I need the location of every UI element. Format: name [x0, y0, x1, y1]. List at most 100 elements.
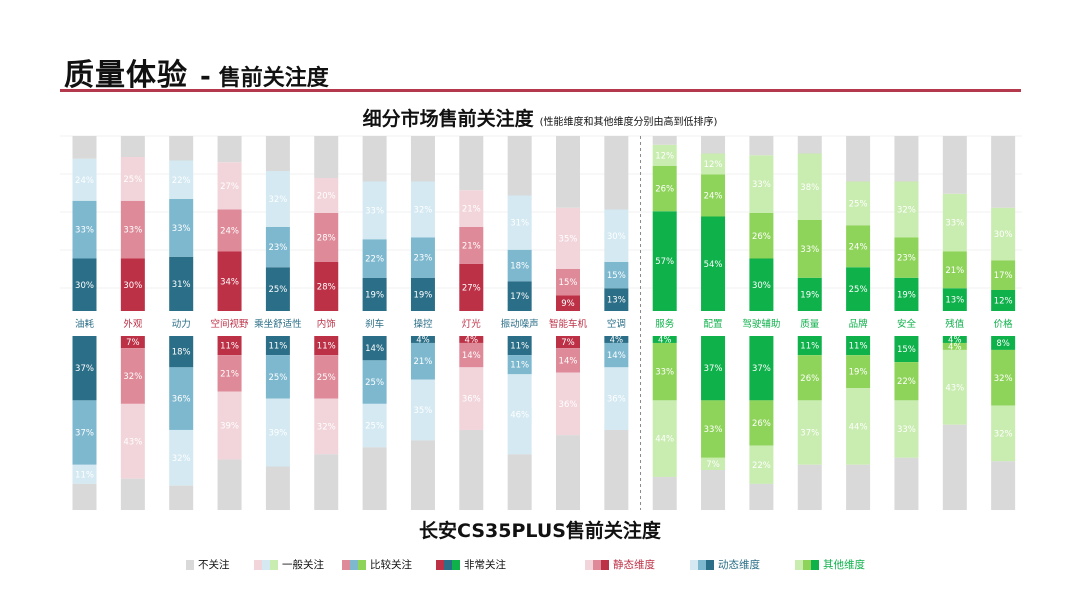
data-label: 33%	[752, 180, 771, 190]
data-label: 21%	[462, 241, 481, 251]
data-label: 26%	[752, 419, 771, 429]
data-label: 25%	[268, 373, 287, 383]
chart-title-note: (性能维度和其他维度分别由高到低排序)	[539, 117, 718, 128]
legend-swatch-color	[593, 559, 601, 570]
data-label: 25%	[268, 285, 287, 295]
data-label: 22%	[365, 255, 384, 265]
bar-segment-very	[120, 336, 145, 349]
data-label: 26%	[655, 185, 674, 195]
legend-swatch	[436, 559, 460, 570]
bar-segment-none	[942, 136, 967, 194]
bar-segment-very	[604, 288, 629, 311]
data-label: 8%	[996, 339, 1010, 349]
bar-segment-none	[120, 478, 145, 510]
data-label: 37%	[752, 364, 771, 374]
data-label: 12%	[704, 160, 723, 170]
data-label: 17%	[510, 292, 529, 302]
data-label: 36%	[559, 400, 578, 410]
bar-segment-none	[410, 440, 435, 510]
bar-segment-none	[701, 136, 726, 154]
bar-segment-general	[652, 144, 677, 166]
data-label: 15%	[897, 345, 916, 355]
data-label: 25%	[849, 285, 868, 295]
data-label: 39%	[268, 429, 287, 439]
bar-segment-very	[169, 336, 194, 368]
bar-segment-very	[410, 277, 435, 311]
data-label: 12%	[994, 297, 1013, 307]
bar-segment-general	[556, 207, 580, 269]
bar-segment-general	[846, 388, 871, 465]
data-label: 43%	[123, 437, 142, 447]
bar-segment-fairly	[749, 400, 774, 446]
data-label: 32%	[413, 206, 432, 216]
data-label: 32%	[897, 206, 916, 216]
bar-segment-very	[314, 336, 339, 356]
bar-segment-fairly	[652, 165, 677, 212]
bar-segment-very	[217, 336, 242, 356]
category-label: 空间视野	[211, 318, 250, 330]
legend-label: 一般关注	[282, 559, 324, 571]
bar-segment-none	[604, 136, 629, 210]
bar-segment-general	[265, 171, 290, 227]
data-label: 44%	[849, 422, 868, 432]
data-label: 33%	[123, 226, 142, 236]
bar-segment-general	[556, 372, 580, 436]
bar-segment-very	[217, 251, 242, 311]
data-label: 25%	[365, 422, 384, 432]
bar-segment-fairly	[459, 227, 484, 264]
bar-segment-fairly	[72, 400, 97, 465]
bar-segment-none	[942, 424, 967, 510]
bar-segment-very	[362, 277, 387, 311]
data-label: 15%	[607, 271, 626, 281]
bar-segment-very	[459, 263, 484, 311]
legend-swatch-color	[270, 559, 278, 570]
bar-segment-fairly	[894, 362, 919, 401]
data-label: 37%	[800, 429, 819, 439]
bar-segment-fairly	[991, 349, 1016, 406]
bar-segment-general	[507, 195, 532, 250]
bar-segment-none	[265, 136, 290, 171]
data-label: 14%	[559, 356, 578, 366]
bar-segment-fairly	[556, 269, 580, 296]
bar-segment-general	[604, 209, 629, 262]
data-label: 4%	[465, 335, 479, 345]
bar-segment-very	[894, 277, 919, 311]
bar-segment-none	[652, 136, 677, 145]
legend-item: 比较关注	[342, 557, 412, 572]
bar-segment-general	[652, 400, 677, 477]
bar-segment-general	[120, 157, 145, 201]
data-label: 18%	[510, 262, 529, 272]
bar-segment-very	[507, 336, 532, 356]
category-label: 质量	[800, 318, 820, 330]
bar-segment-none	[797, 464, 822, 510]
bar-segment-fairly	[120, 200, 145, 259]
data-label: 33%	[75, 226, 94, 236]
bar-segment-very	[72, 336, 97, 401]
bar-segment-general	[749, 445, 774, 484]
bar-segment-very	[652, 336, 677, 343]
data-label: 20%	[317, 192, 336, 202]
category-label: 残值	[945, 318, 965, 330]
bar-segment-fairly	[846, 225, 871, 268]
data-label: 19%	[897, 290, 916, 300]
legend-swatch-color	[706, 559, 714, 570]
legend-swatch-color	[436, 559, 444, 570]
bar-segment-general	[265, 398, 290, 467]
data-label: 37%	[704, 364, 723, 374]
bar-segment-none	[169, 485, 194, 510]
bar-segment-fairly	[604, 342, 629, 368]
data-label: 33%	[172, 224, 191, 234]
legend-label: 比较关注	[370, 559, 412, 571]
legend-swatch	[342, 559, 366, 570]
data-label: 32%	[172, 454, 191, 464]
bar-segment-fairly	[120, 348, 145, 404]
bar-segment-fairly	[217, 209, 242, 252]
data-label: 33%	[655, 368, 674, 378]
bar-segment-fairly	[459, 342, 484, 368]
data-label: 11%	[510, 361, 529, 371]
category-label: 动力	[172, 318, 191, 330]
bar-segment-very	[652, 211, 677, 311]
legend-swatch-color	[254, 559, 262, 570]
data-label: 18%	[172, 348, 191, 358]
bar-segment-none	[217, 136, 242, 163]
